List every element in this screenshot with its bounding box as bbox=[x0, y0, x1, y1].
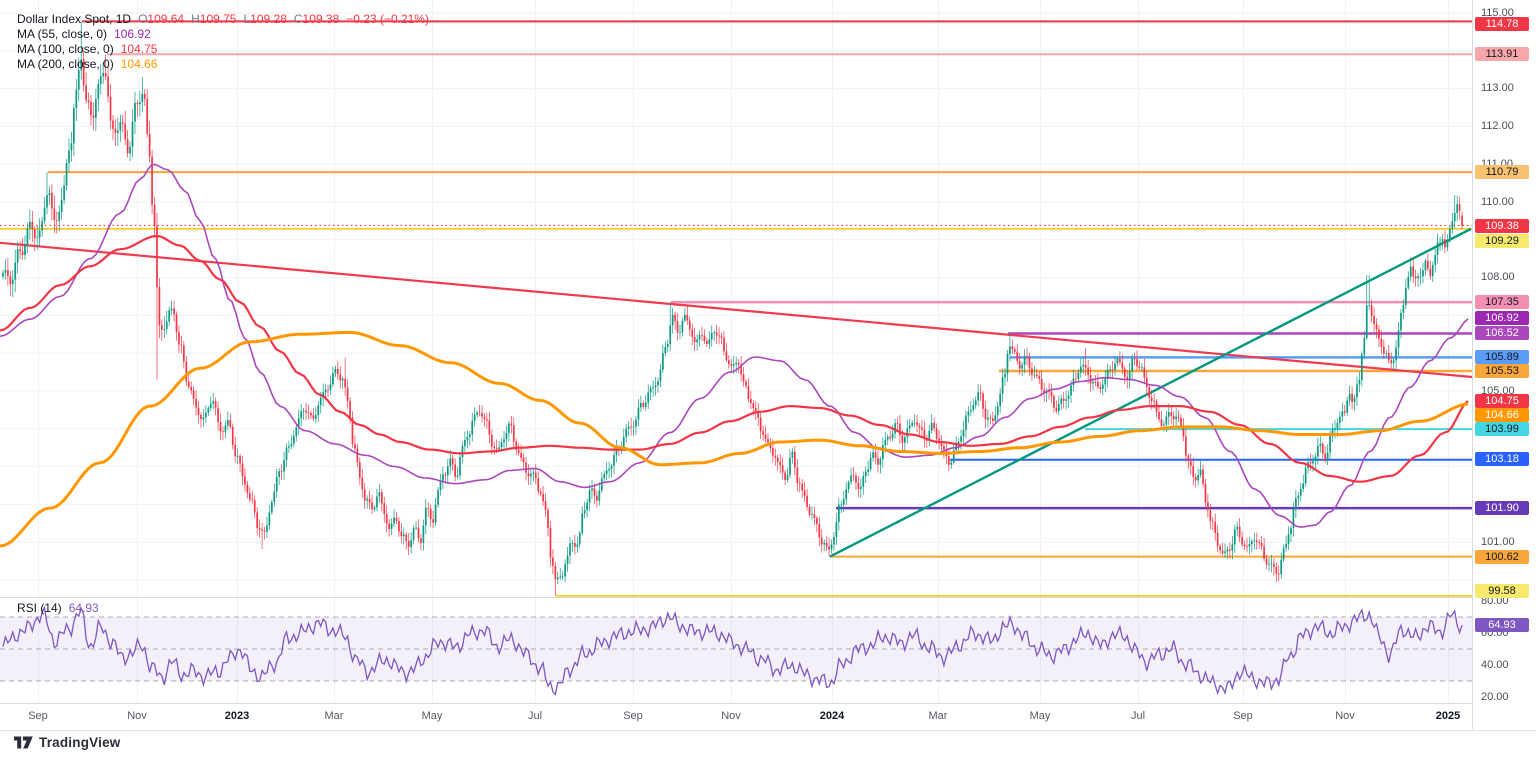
rsi-band bbox=[0, 616, 1472, 682]
price-scale-tick: 113.00 bbox=[1481, 82, 1514, 94]
ma55-legend-row[interactable]: MA (55, close, 0) 106.92 bbox=[17, 27, 429, 42]
price-level-label: 103.99 bbox=[1475, 422, 1529, 436]
legend: Dollar Index Spot, 1D O109.64 H109.75 L109.… bbox=[17, 12, 429, 72]
time-axis-label: Sep bbox=[623, 710, 643, 722]
grid-lines bbox=[0, 0, 1472, 703]
time-axis-label: Nov bbox=[1335, 710, 1355, 722]
price-level-label: 100.62 bbox=[1475, 550, 1529, 564]
time-axis-label: Mar bbox=[324, 710, 344, 722]
price-level-label: 101.90 bbox=[1475, 501, 1529, 515]
time-axis-label: Nov bbox=[721, 710, 741, 722]
ohlc-value: 109.75 bbox=[199, 12, 237, 26]
ohlc-value: 109.64 bbox=[147, 12, 185, 26]
candlestick-series bbox=[2, 21, 1463, 596]
ohlc-value: 109.38 bbox=[302, 12, 340, 26]
horizontal-level-lines[interactable] bbox=[0, 20, 1472, 597]
price-scale[interactable]: 115.00 113.00 112.00 111.00 110.00 108.00 105.… bbox=[1472, 0, 1536, 729]
ohlc-readout: O109.64 H109.75 L109.28 C109.38 −0.23 (−0.21… bbox=[131, 12, 429, 26]
price-level-label: 105.53 bbox=[1475, 364, 1529, 378]
price-level-label: 105.89 bbox=[1475, 350, 1529, 364]
time-axis-label: Jul bbox=[527, 710, 543, 722]
price-level-label: 106.92 bbox=[1475, 311, 1529, 325]
time-axis-label: 2025 bbox=[1435, 710, 1461, 722]
price-level-label: 109.38 bbox=[1475, 219, 1529, 233]
price-level-label: 113.91 bbox=[1475, 47, 1529, 61]
ma100-label: MA (100, close, 0) bbox=[17, 42, 114, 56]
symbol-title: Dollar Index Spot, 1D bbox=[17, 12, 132, 26]
ma100-value: 104.75 bbox=[120, 42, 158, 56]
time-axis-label: 2023 bbox=[224, 710, 250, 722]
price-scale-tick: 108.00 bbox=[1481, 271, 1515, 283]
price-level-label: 114.78 bbox=[1475, 17, 1529, 31]
tradingview-logo-icon bbox=[14, 736, 33, 749]
price-level-label: 104.75 bbox=[1475, 394, 1529, 408]
tradingview-branding[interactable]: TradingView bbox=[14, 735, 120, 750]
trendlines[interactable] bbox=[0, 227, 1472, 558]
symbol-row[interactable]: Dollar Index Spot, 1D O109.64 H109.75 L109.… bbox=[17, 12, 429, 27]
time-scale[interactable]: Sep Nov 2023 Mar May Jul Sep Nov 2024 Mar May Jul Se… bbox=[0, 703, 1536, 731]
price-scale-tick: 101.00 bbox=[1481, 536, 1515, 548]
time-axis-label: May bbox=[421, 710, 443, 722]
ma100-line bbox=[0, 234, 1469, 483]
rsi-legend-row[interactable]: RSI (14) 64.93 bbox=[17, 601, 99, 616]
ohlc-key: H bbox=[191, 12, 200, 26]
time-axis-label: Nov bbox=[127, 710, 147, 722]
price-scale-tick: 80.00 bbox=[1481, 595, 1509, 607]
time-axis-label: Sep bbox=[28, 710, 48, 722]
change-readout: −0.23 (−0.21%) bbox=[346, 12, 429, 26]
rsi-line bbox=[2, 605, 1463, 696]
price-scale-tick: 115.00 bbox=[1481, 7, 1514, 19]
ma55-label: MA (55, close, 0) bbox=[17, 27, 108, 41]
rsi-value: 64.93 bbox=[68, 601, 99, 615]
price-scale-tick: 112.00 bbox=[1481, 120, 1514, 132]
price-scale-tick: 20.00 bbox=[1481, 691, 1509, 703]
price-level-label: 110.79 bbox=[1475, 165, 1529, 179]
price-level-label: 109.29 bbox=[1475, 234, 1529, 248]
price-scale-tick: 110.00 bbox=[1481, 196, 1514, 208]
price-level-label: 103.18 bbox=[1475, 452, 1529, 466]
time-axis-label: May bbox=[1029, 710, 1051, 722]
rsi-label: RSI (14) bbox=[17, 601, 62, 615]
trendline-ascending bbox=[829, 227, 1472, 558]
tradingview-brand-name: TradingView bbox=[39, 735, 121, 750]
time-axis-label: Jul bbox=[1130, 710, 1146, 722]
ma200-value: 104.66 bbox=[120, 57, 158, 71]
time-axis-label: Mar bbox=[928, 710, 948, 722]
time-axis-label: 2024 bbox=[819, 710, 845, 722]
ohlc-value: 109.28 bbox=[250, 12, 287, 26]
time-axis-label: Sep bbox=[1233, 710, 1253, 722]
ma200-line bbox=[0, 330, 1469, 548]
ohlc-key: O bbox=[138, 12, 148, 26]
ma55-line bbox=[0, 163, 1469, 528]
price-scale-tick: 40.00 bbox=[1481, 659, 1509, 671]
ma100-legend-row[interactable]: MA (100, close, 0) 104.75 bbox=[17, 42, 429, 57]
price-level-label: 107.35 bbox=[1475, 295, 1529, 309]
price-level-label: 64.93 bbox=[1475, 618, 1529, 632]
ma200-label: MA (200, close, 0) bbox=[17, 57, 114, 71]
price-level-label: 104.66 bbox=[1475, 408, 1529, 422]
price-level-label: 106.52 bbox=[1475, 326, 1529, 340]
ohlc-key: L bbox=[243, 12, 251, 26]
ma55-value: 106.92 bbox=[114, 27, 151, 41]
ohlc-key: C bbox=[293, 12, 303, 26]
price-level-label: 99.58 bbox=[1475, 584, 1529, 598]
ma200-legend-row[interactable]: MA (200, close, 0) 104.66 bbox=[17, 57, 429, 72]
